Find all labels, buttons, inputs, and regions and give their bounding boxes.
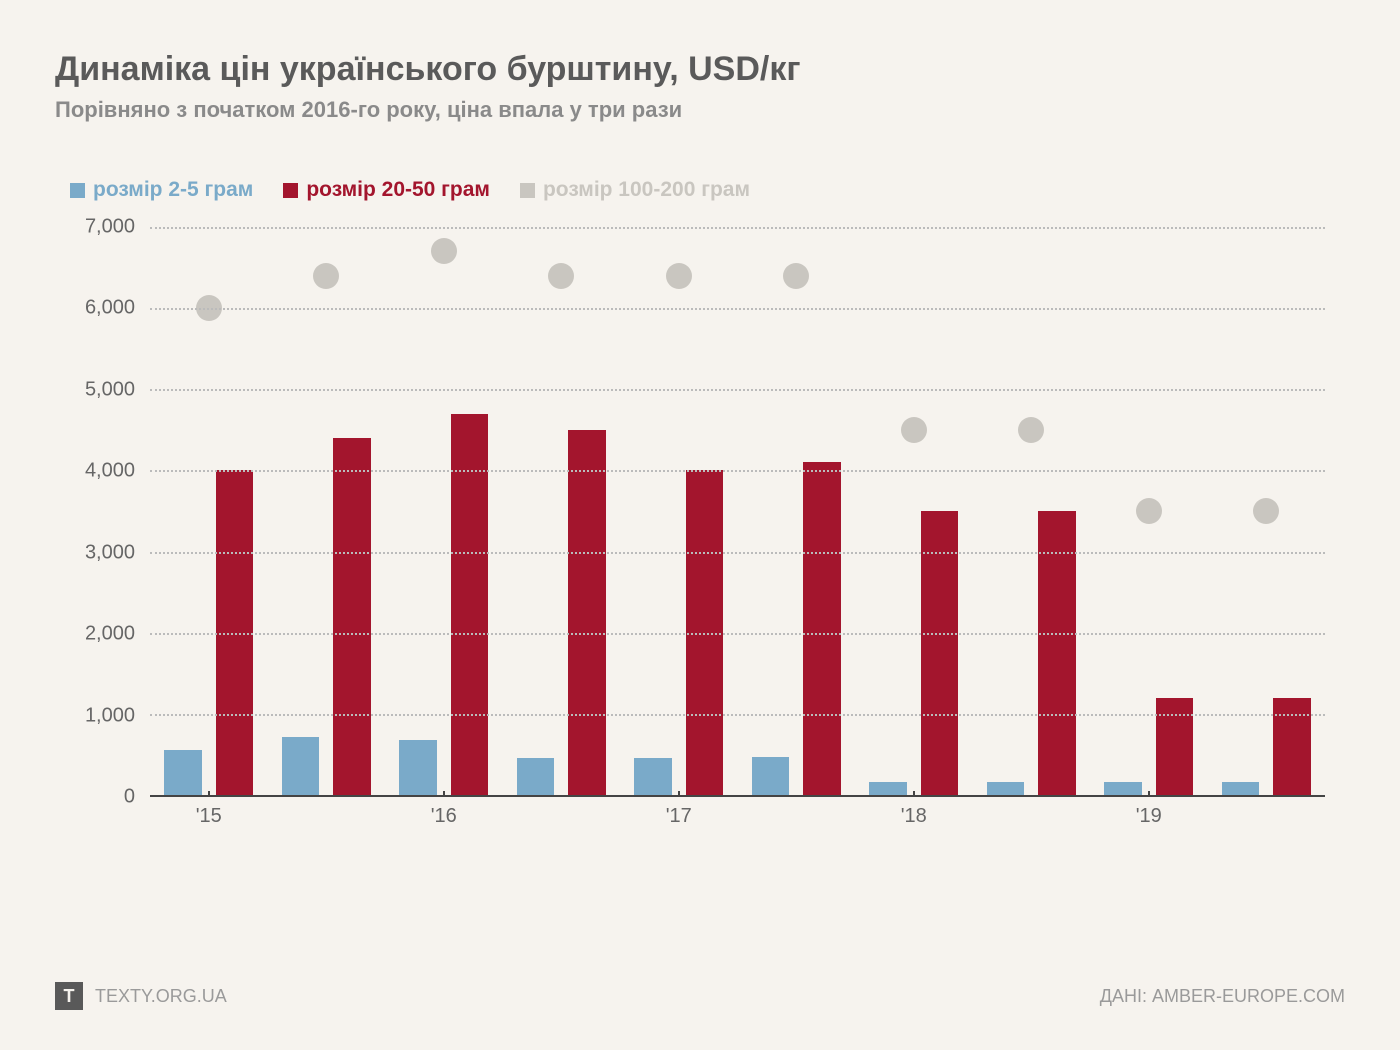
y-tick-label: 2,000 [85, 623, 135, 646]
dot-size-100-200 [431, 238, 457, 264]
x-tick-label: '19 [1136, 805, 1162, 828]
y-tick-label: 6,000 [85, 297, 135, 320]
chart-area: 01,0002,0003,0004,0005,0006,0007,000 '15… [70, 227, 1345, 837]
bar-size-20-50 [568, 430, 606, 795]
logo-icon: Т [55, 982, 83, 1010]
legend-label: розмір 2-5 грам [93, 178, 253, 202]
chart-subtitle: Порівняно з початком 2016-го року, ціна … [55, 97, 1345, 123]
footer: Т TEXTY.ORG.UA ДАНІ: AMBER-EUROPE.COM [55, 982, 1345, 1010]
x-tick-mark [208, 791, 210, 797]
gridline [150, 714, 1325, 716]
dot-size-100-200 [1018, 417, 1044, 443]
dot-size-100-200 [783, 263, 809, 289]
bar-size-20-50 [921, 511, 959, 795]
gridline [150, 389, 1325, 391]
gridline [150, 308, 1325, 310]
chart-title: Динаміка цін українського бурштину, USD/… [55, 50, 1345, 89]
bar-size-2-5 [987, 782, 1025, 795]
x-tick-mark [678, 791, 680, 797]
source-logo: Т TEXTY.ORG.UA [55, 982, 227, 1010]
bar-size-20-50 [1156, 698, 1194, 795]
bar-size-2-5 [164, 750, 202, 795]
y-tick-label: 5,000 [85, 378, 135, 401]
bar-size-2-5 [399, 740, 437, 795]
bars-layer [150, 227, 1325, 795]
y-tick-label: 1,000 [85, 704, 135, 727]
legend-label: розмір 20-50 грам [306, 178, 490, 202]
bar-size-2-5 [282, 737, 320, 795]
bar-size-2-5 [517, 758, 555, 795]
y-tick-label: 7,000 [85, 216, 135, 239]
x-tick-mark [443, 791, 445, 797]
dot-size-100-200 [1253, 498, 1279, 524]
bar-size-20-50 [803, 462, 841, 795]
legend-label: розмір 100-200 грам [543, 178, 750, 202]
gridline [150, 552, 1325, 554]
y-axis: 01,0002,0003,0004,0005,0006,0007,000 [70, 227, 145, 797]
legend-swatch [283, 183, 298, 198]
legend: розмір 2-5 грам розмір 20-50 грам розмір 1… [70, 178, 1345, 202]
legend-item: розмір 100-200 грам [520, 178, 750, 202]
dot-size-100-200 [313, 263, 339, 289]
gridline [150, 227, 1325, 229]
gridline [150, 633, 1325, 635]
bar-size-20-50 [333, 438, 371, 795]
legend-swatch [70, 183, 85, 198]
bar-size-2-5 [752, 757, 790, 795]
logo-text: TEXTY.ORG.UA [95, 986, 227, 1007]
x-tick-mark [913, 791, 915, 797]
legend-item: розмір 2-5 грам [70, 178, 253, 202]
bar-size-2-5 [1222, 782, 1260, 795]
bar-size-2-5 [869, 782, 907, 795]
plot-area [150, 227, 1325, 797]
bar-size-20-50 [1273, 698, 1311, 795]
legend-swatch [520, 183, 535, 198]
data-source: ДАНІ: AMBER-EUROPE.COM [1100, 986, 1345, 1007]
bar-size-20-50 [1038, 511, 1076, 795]
x-axis: '15 '16 '17 '18 '19 [150, 797, 1325, 837]
dot-size-100-200 [901, 417, 927, 443]
dot-size-100-200 [1136, 498, 1162, 524]
dot-size-100-200 [666, 263, 692, 289]
bar-size-2-5 [634, 758, 672, 795]
legend-item: розмір 20-50 грам [283, 178, 490, 202]
x-tick-label: '15 [196, 805, 222, 828]
x-tick-label: '17 [666, 805, 692, 828]
x-tick-label: '18 [901, 805, 927, 828]
bar-size-2-5 [1104, 782, 1142, 795]
dot-size-100-200 [548, 263, 574, 289]
x-tick-mark [1148, 791, 1150, 797]
gridline [150, 470, 1325, 472]
x-tick-label: '16 [431, 805, 457, 828]
y-tick-label: 0 [124, 786, 135, 809]
y-tick-label: 4,000 [85, 460, 135, 483]
y-tick-label: 3,000 [85, 541, 135, 564]
